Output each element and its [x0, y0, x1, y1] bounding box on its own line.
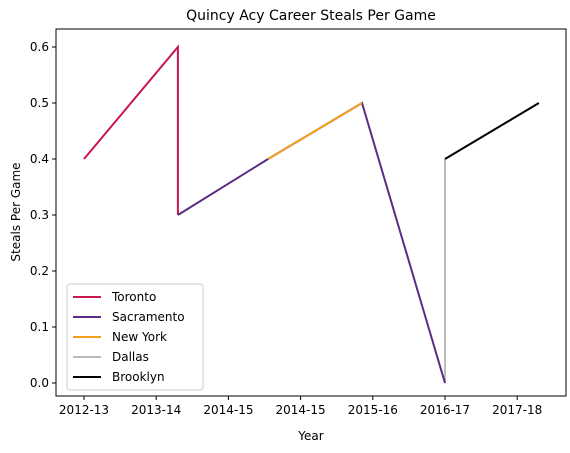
y-axis-label: Steals Per Game [9, 162, 23, 261]
y-tick-label: 0.0 [30, 376, 49, 390]
x-tick-label: 2016-17 [420, 403, 470, 417]
x-axis: 2012-13 2013-14 2014-15 2014-15 2015-16 2016-… [59, 396, 542, 417]
y-tick-label: 0.6 [30, 40, 49, 54]
series-line-new-york [267, 102, 363, 160]
plot-lines [83, 44, 540, 384]
y-tick-label: 0.2 [30, 264, 49, 278]
x-tick-label: 2015-16 [348, 403, 398, 417]
legend-label-new-york: New York [112, 330, 167, 344]
y-tick-label: 0.1 [30, 320, 49, 334]
x-tick-label: 2014-15 [276, 403, 326, 417]
chart-title: Quincy Acy Career Steals Per Game [186, 8, 436, 24]
y-tick-label: 0.3 [30, 208, 49, 222]
series-line-sacramento [177, 101, 446, 384]
y-tick-label: 0.4 [30, 152, 49, 166]
legend-label-dallas: Dallas [112, 350, 149, 364]
legend-label-sacramento: Sacramento [112, 310, 185, 324]
series-line-brooklyn [444, 102, 540, 160]
x-tick-label: 2013-14 [131, 403, 181, 417]
x-tick-label: 2012-13 [59, 403, 109, 417]
legend-label-toronto: Toronto [111, 290, 156, 304]
x-tick-label: 2014-15 [203, 403, 253, 417]
legend-box [66, 283, 204, 391]
legend: Toronto Sacramento New York Dallas Brooklyn [66, 283, 204, 391]
legend-label-brooklyn: Brooklyn [112, 370, 165, 384]
y-tick-label: 0.5 [30, 96, 49, 110]
y-axis: 0.0 0.1 0.2 0.3 0.4 0.5 0.6 [30, 40, 56, 390]
x-tick-label: 2017-18 [492, 403, 542, 417]
x-axis-label: Year [297, 429, 323, 443]
plot-frame [55, 28, 567, 397]
series-line-toronto [83, 44, 179, 215]
